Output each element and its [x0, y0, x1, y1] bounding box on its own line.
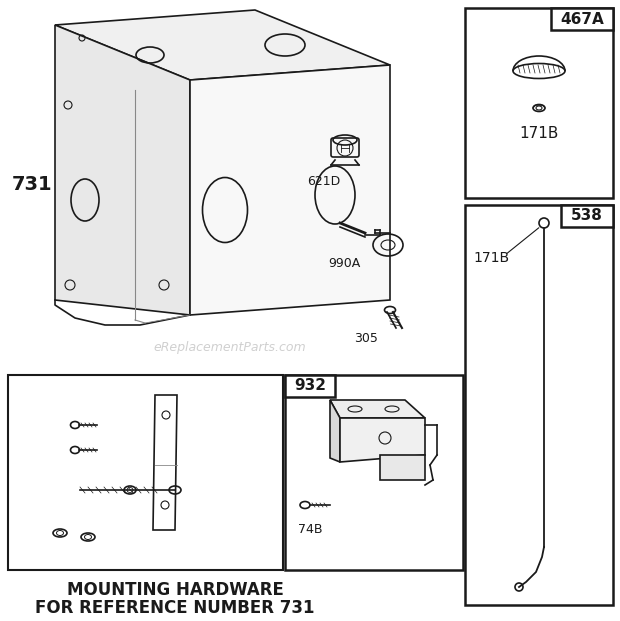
Text: 171B: 171B [520, 125, 559, 140]
Polygon shape [340, 418, 425, 462]
Text: 74B: 74B [298, 523, 322, 536]
Polygon shape [380, 455, 425, 480]
Bar [285, 375, 335, 397]
Bar [465, 205, 613, 605]
Polygon shape [55, 25, 190, 315]
Polygon shape [330, 400, 425, 418]
Text: 621D: 621D [307, 175, 340, 188]
Text: 731: 731 [12, 176, 53, 194]
Text: MOUNTING HARDWARE: MOUNTING HARDWARE [66, 581, 283, 599]
Text: eReplacementParts.com: eReplacementParts.com [154, 342, 306, 355]
Polygon shape [330, 400, 340, 462]
Bar [285, 375, 463, 570]
Polygon shape [190, 65, 390, 315]
Text: 932: 932 [294, 379, 326, 394]
Text: 171B: 171B [473, 251, 509, 265]
Text: 305: 305 [354, 332, 378, 345]
Bar [561, 205, 613, 227]
Bar [551, 8, 613, 30]
Text: 538: 538 [571, 209, 603, 224]
Bar [8, 375, 283, 570]
Text: FOR REFERENCE NUMBER 731: FOR REFERENCE NUMBER 731 [35, 599, 315, 617]
Polygon shape [55, 10, 390, 80]
Bar [465, 8, 613, 198]
Text: 990A: 990A [328, 257, 360, 270]
Text: 467A: 467A [560, 12, 604, 27]
